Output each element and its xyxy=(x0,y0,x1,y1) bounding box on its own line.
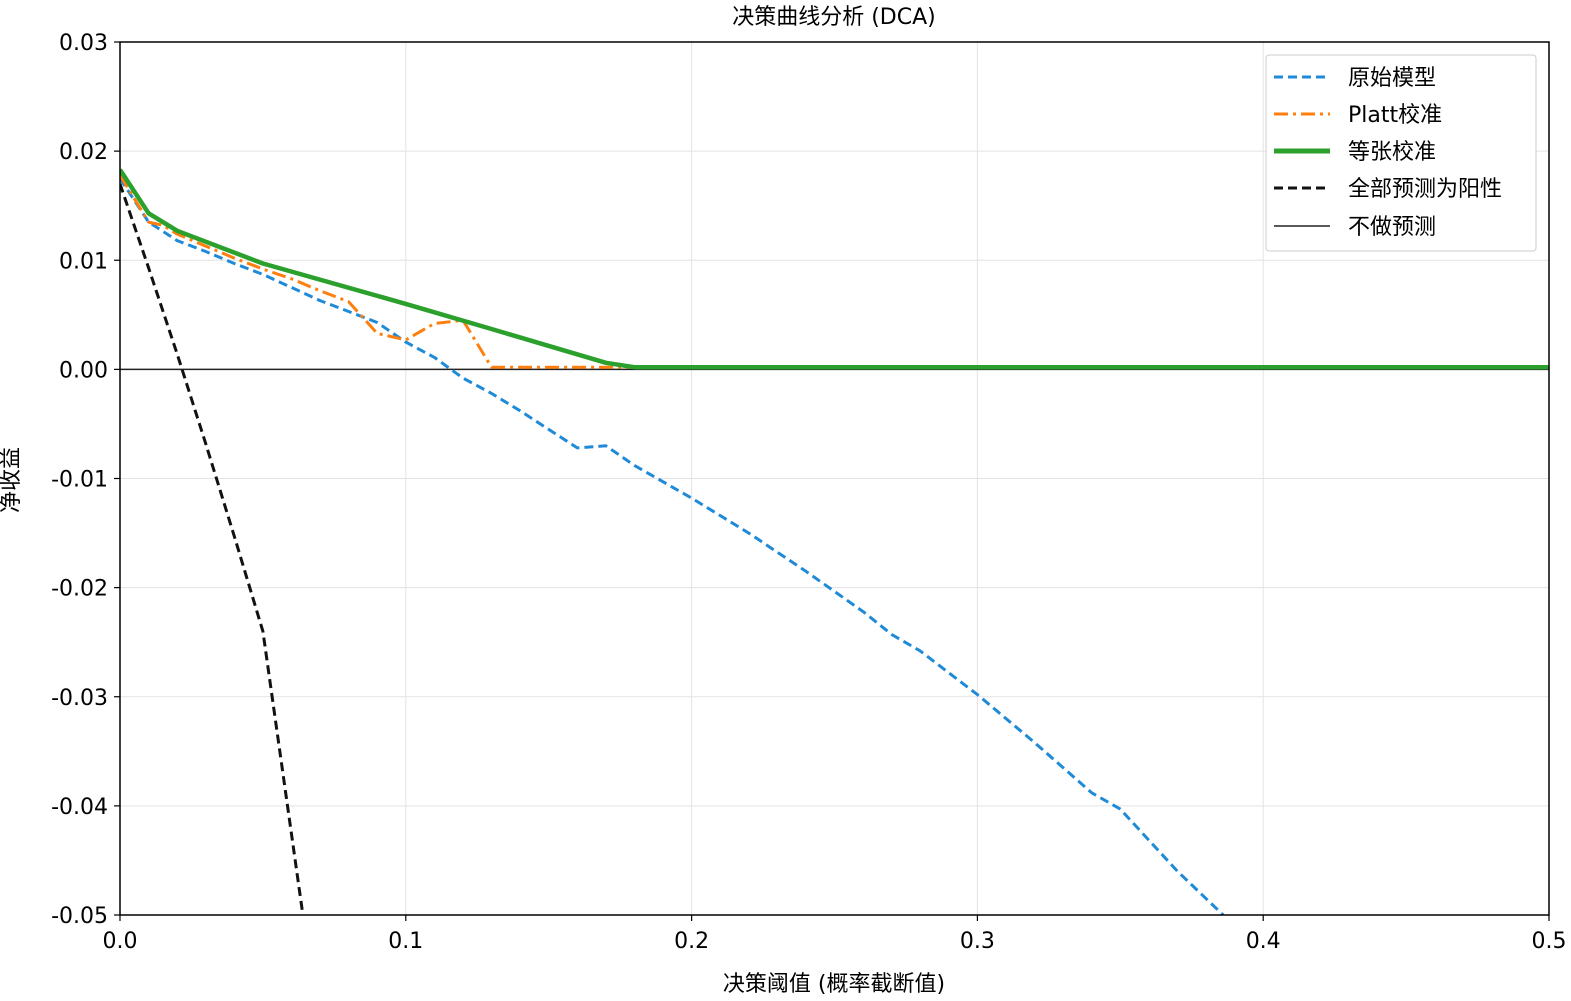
x-tick-label: 0.1 xyxy=(388,929,423,954)
x-tick-label: 0.0 xyxy=(103,929,138,954)
series-line-0 xyxy=(120,177,1225,915)
legend-box xyxy=(1265,54,1537,252)
y-tick-label: -0.01 xyxy=(51,468,108,493)
series-layer xyxy=(120,168,1549,915)
legend: 原始模型 Platt校准 等张校准 全部预测为阳性 不做预测 xyxy=(1265,54,1537,252)
y-tick-label: -0.02 xyxy=(51,577,108,602)
y-axis-label: 净收益 xyxy=(0,447,24,513)
legend-label-isotonic: 等张校准 xyxy=(1348,140,1436,165)
y-tick-label: 0.00 xyxy=(59,358,108,383)
y-tick-label: 0.01 xyxy=(59,249,108,274)
x-tick-label: 0.4 xyxy=(1246,929,1281,954)
x-axis-label: 决策阈值 (概率截断值) xyxy=(723,972,945,997)
y-tick-label: 0.03 xyxy=(59,31,108,56)
chart-title: 决策曲线分析 (DCA) xyxy=(732,5,936,30)
y-tick-label: -0.03 xyxy=(51,686,108,711)
series-line-3 xyxy=(120,183,305,915)
legend-label-platt: Platt校准 xyxy=(1348,103,1442,128)
legend-label-treat-none: 不做预测 xyxy=(1348,215,1436,240)
x-tick-label: 0.2 xyxy=(674,929,709,954)
legend-label-treat-all: 全部预测为阳性 xyxy=(1348,177,1502,202)
x-tick-label: 0.3 xyxy=(960,929,995,954)
series-line-2 xyxy=(120,168,1549,370)
x-tick-label: 0.5 xyxy=(1532,929,1567,954)
y-tick-label: -0.04 xyxy=(51,795,108,820)
y-tick-label: 0.02 xyxy=(59,140,108,165)
y-tick-label: -0.05 xyxy=(51,904,108,929)
tick-layer: 0.0 0.1 0.2 0.3 0.4 0.5 0.03 0.02 0.01 0.00 -0.01 -… xyxy=(51,31,1566,954)
legend-label-original: 原始模型 xyxy=(1348,66,1436,91)
